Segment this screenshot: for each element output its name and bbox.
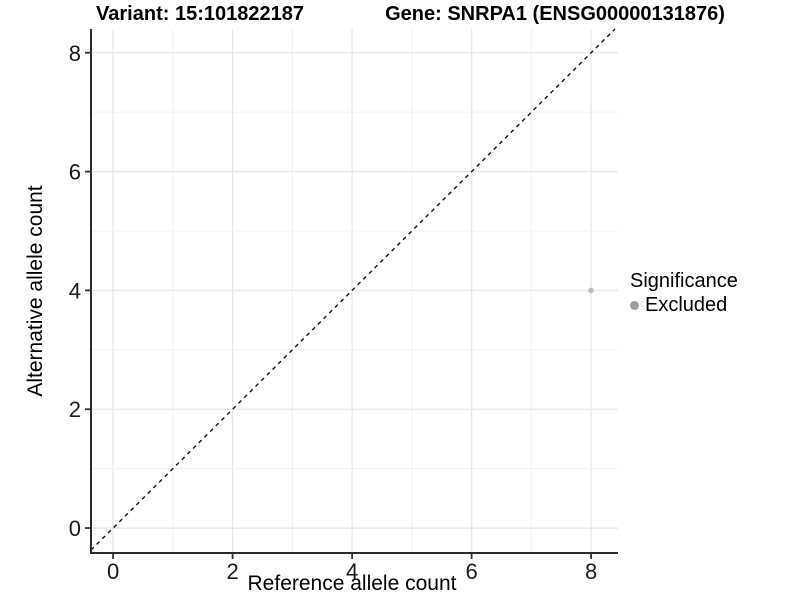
y-axis-title: Alternative allele count xyxy=(24,185,47,397)
legend: Significance Excluded xyxy=(630,269,738,317)
x-tick-label: 2 xyxy=(226,559,238,584)
data-point xyxy=(588,287,594,294)
legend-item-label: Excluded xyxy=(645,294,728,316)
x-tick-label: 4 xyxy=(346,559,358,584)
plot-title-gene: Gene: SNRPA1 (ENSG00000131876) xyxy=(385,3,725,25)
x-tick-label: 8 xyxy=(585,559,597,584)
y-tick-label: 2 xyxy=(69,397,81,422)
x-axis-title: Reference allele count xyxy=(247,572,457,595)
y-tick-label: 0 xyxy=(69,516,81,541)
legend-title: Significance xyxy=(630,270,738,292)
identity-reference-line xyxy=(90,28,616,551)
y-tick-label: 8 xyxy=(69,41,81,66)
plot-title-variant: Variant: 15:101822187 xyxy=(96,3,304,25)
legend-item-excluded: Excluded xyxy=(630,294,738,317)
x-tick-label: 0 xyxy=(107,559,119,584)
y-tick-label: 6 xyxy=(69,160,81,185)
legend-key-dot-icon xyxy=(630,301,639,310)
x-tick-label: 6 xyxy=(465,559,477,584)
y-tick-label: 4 xyxy=(69,278,81,303)
